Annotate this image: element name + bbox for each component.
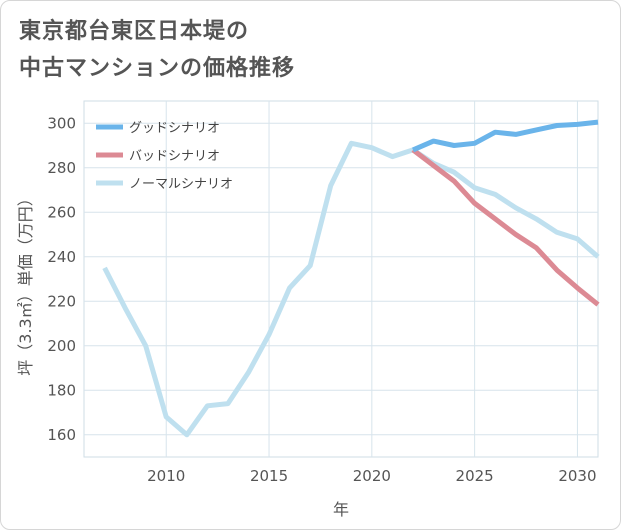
y-tick-label: 160 [47, 426, 76, 444]
legend-label: グッドシナリオ [129, 121, 220, 136]
good-scenario-line [412, 119, 599, 153]
x-tick-label: 2030 [558, 467, 596, 485]
legend-label: バッドシナリオ [129, 149, 220, 164]
y-tick-label: 260 [47, 203, 76, 221]
x-axis-label: 年 [333, 500, 349, 519]
chart-title: 東京都台東区日本堤の 中古マンションの価格推移 [19, 13, 295, 87]
y-axis-ticks: 160 180 200 220 240 260 280 300 [47, 114, 76, 444]
x-tick-label: 2010 [147, 467, 185, 485]
normal-scenario-line [102, 140, 600, 438]
y-axis-label: 坪（3.3㎡）単価（万円） [16, 190, 35, 375]
x-tick-label: 2020 [353, 467, 391, 485]
y-tick-label: 220 [47, 292, 76, 310]
plot-frame [83, 100, 599, 458]
bad-scenario-line [411, 147, 600, 307]
legend-label: ノーマルシナリオ [129, 177, 233, 192]
series-lines [102, 119, 600, 438]
x-tick-label: 2015 [250, 467, 288, 485]
y-tick-label: 180 [47, 381, 76, 399]
chart-title-line-1: 東京都台東区日本堤の [19, 19, 250, 44]
x-tick-label: 2025 [456, 467, 494, 485]
y-tick-label: 300 [47, 114, 76, 132]
chart-title-line-2: 中古マンションの価格推移 [19, 56, 296, 81]
y-tick-label: 200 [47, 337, 76, 355]
x-axis-ticks: 2010 2015 2020 2025 2030 [147, 467, 596, 485]
y-tick-label: 280 [47, 159, 76, 177]
y-tick-label: 240 [47, 248, 76, 266]
